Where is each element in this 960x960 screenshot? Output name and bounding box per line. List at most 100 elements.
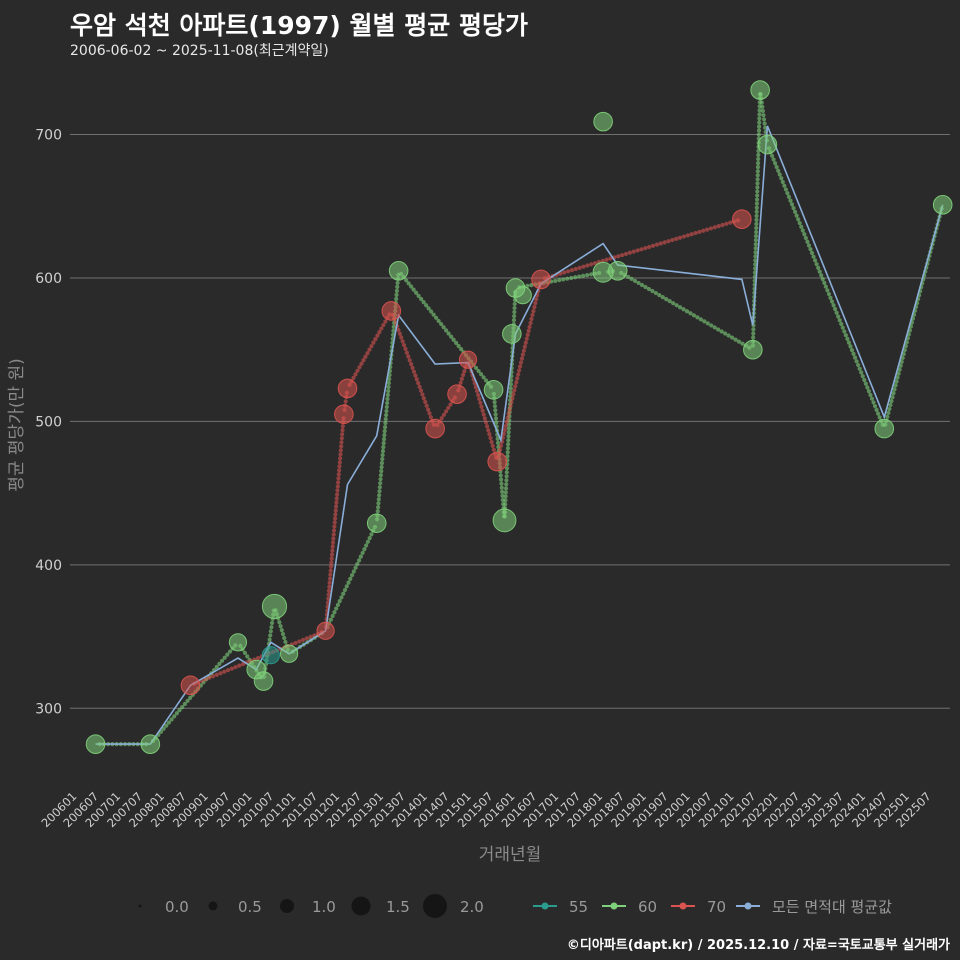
- trend-dot-60: [892, 387, 897, 392]
- trend-dot-60: [834, 310, 839, 315]
- trend-dot-70: [332, 520, 337, 525]
- trend-dot-60: [279, 628, 284, 633]
- trend-dot-60: [434, 315, 439, 320]
- point-60: [593, 111, 613, 132]
- trend-dot-70: [330, 548, 335, 553]
- trend-dot-70: [441, 412, 447, 417]
- point-70: [732, 209, 752, 229]
- trend-dot-70: [523, 340, 528, 345]
- trend-dot-60: [836, 314, 841, 319]
- trend-dot-60: [808, 247, 813, 252]
- trend-dot-60: [506, 434, 511, 439]
- trend-dot-60: [416, 293, 421, 298]
- point-55: [261, 646, 280, 665]
- trend-dot-60: [476, 368, 481, 374]
- trend-dot-70: [403, 346, 408, 352]
- trend-dot-60: [335, 602, 341, 607]
- trend-dot-70: [481, 412, 486, 417]
- trend-dot-60: [872, 404, 878, 409]
- trend-dot-60: [383, 420, 388, 426]
- trend-dot-60: [828, 295, 833, 300]
- trend-dot-70: [336, 480, 341, 485]
- trend-dot-60: [760, 104, 765, 109]
- trend-dot-70: [337, 468, 342, 473]
- trend-dot-70: [428, 415, 434, 420]
- trend-dot-60: [759, 100, 764, 105]
- trend-dot-60: [177, 708, 182, 713]
- trend-dot-60: [806, 243, 812, 248]
- trend-dot-60: [481, 375, 486, 380]
- point-60: [502, 324, 522, 344]
- trend-dot-60: [585, 273, 590, 278]
- trend-dot-70: [330, 544, 335, 549]
- trend-dot-70: [339, 440, 344, 445]
- trend-dot-60: [268, 629, 273, 634]
- trend-dot-60: [391, 324, 396, 330]
- trend-dot-60: [506, 430, 511, 435]
- point-70: [425, 418, 445, 439]
- trend-dot-60: [677, 305, 683, 310]
- trend-dot-70: [326, 592, 331, 597]
- trend-dot-60: [793, 209, 798, 214]
- trend-dot-60: [817, 269, 822, 274]
- trend-dot-60: [242, 650, 248, 655]
- trend-dot-60: [774, 164, 779, 170]
- trend-dot-60: [166, 720, 172, 725]
- trend-dot-60: [573, 275, 578, 280]
- trend-dot-60: [385, 392, 390, 398]
- trend-dot-70: [490, 443, 495, 449]
- trend-dot-60: [777, 172, 782, 177]
- trend-dot-60: [441, 325, 446, 330]
- trend-dot-70: [620, 252, 625, 258]
- average-line: [95, 125, 944, 745]
- trend-dot-70: [365, 351, 370, 356]
- trend-dot-60: [387, 376, 392, 382]
- trend-dot-70: [589, 262, 594, 267]
- trend-dot-60: [760, 108, 766, 114]
- size-legend-symbol: [351, 896, 371, 916]
- trend-dot-70: [508, 404, 513, 409]
- trend-dot-70: [371, 340, 376, 345]
- trend-dot-60: [346, 580, 351, 585]
- trend-dot-60: [636, 280, 641, 286]
- trend-dot-60: [889, 399, 894, 404]
- trend-dot-70: [413, 373, 418, 378]
- trend-dot-70: [521, 348, 526, 353]
- trend-dot-70: [533, 301, 538, 306]
- trend-dot-60: [754, 213, 759, 218]
- trend-dot-70: [534, 297, 539, 302]
- trend-dot-60: [660, 295, 665, 300]
- trend-dot-70: [333, 508, 338, 513]
- point-70: [381, 301, 402, 321]
- trend-dot-60: [411, 287, 416, 292]
- y-tick-label: 700: [35, 128, 62, 144]
- trend-dot-70: [409, 361, 414, 367]
- trend-dot-60: [385, 400, 390, 406]
- chart-subtitle: 2006-06-02 ~ 2025-11-08(최근계약일): [70, 43, 329, 59]
- trend-dot-70: [585, 263, 590, 268]
- trend-dot-70: [416, 380, 421, 386]
- trend-dot-60: [753, 246, 758, 251]
- trend-dot-60: [865, 385, 870, 390]
- trend-dot-60: [756, 152, 761, 158]
- trend-dot-60: [267, 637, 272, 642]
- trend-dot-60: [512, 305, 517, 311]
- trend-dot-60: [832, 306, 838, 312]
- trend-dot-60: [729, 335, 735, 340]
- trend-dot-60: [379, 469, 384, 474]
- legend-label-70: 70: [707, 898, 726, 916]
- trend-dot-60: [837, 318, 842, 323]
- trend-dot-60: [380, 457, 385, 462]
- trend-dot-60: [493, 412, 498, 417]
- trend-dot-60: [831, 303, 836, 308]
- trend-dot-70: [479, 404, 484, 409]
- point-70: [334, 404, 354, 425]
- trend-dot-70: [506, 411, 511, 417]
- point-70: [337, 378, 358, 399]
- trend-dot-60: [797, 220, 802, 226]
- trend-dot-60: [358, 554, 363, 559]
- trend-dot-60: [503, 490, 508, 495]
- trend-dot-60: [386, 388, 391, 394]
- trend-dot-60: [888, 402, 893, 408]
